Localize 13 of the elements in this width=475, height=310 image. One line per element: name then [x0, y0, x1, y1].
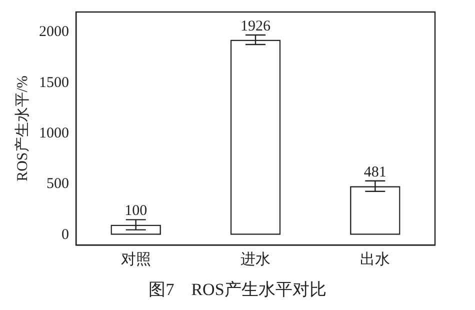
x-tick-label: 进水	[240, 250, 270, 268]
caption: 图7 ROS产生水平对比	[148, 279, 328, 301]
x-tick-label: 出水	[360, 250, 390, 268]
y-tick-label: 0	[62, 226, 69, 243]
data-label: 100	[124, 203, 148, 220]
data-label: 1926	[240, 18, 271, 34]
y-tick-label: 500	[46, 176, 69, 192]
x-tick-label: 对照	[120, 250, 151, 268]
y-tick-label: 2000	[39, 24, 69, 40]
data-label: 481	[364, 164, 386, 180]
y-axis-title: ROS产生水平/%	[14, 76, 31, 182]
y-tick-label: 1000	[39, 126, 69, 142]
y-tick-label: 1500	[39, 74, 69, 91]
